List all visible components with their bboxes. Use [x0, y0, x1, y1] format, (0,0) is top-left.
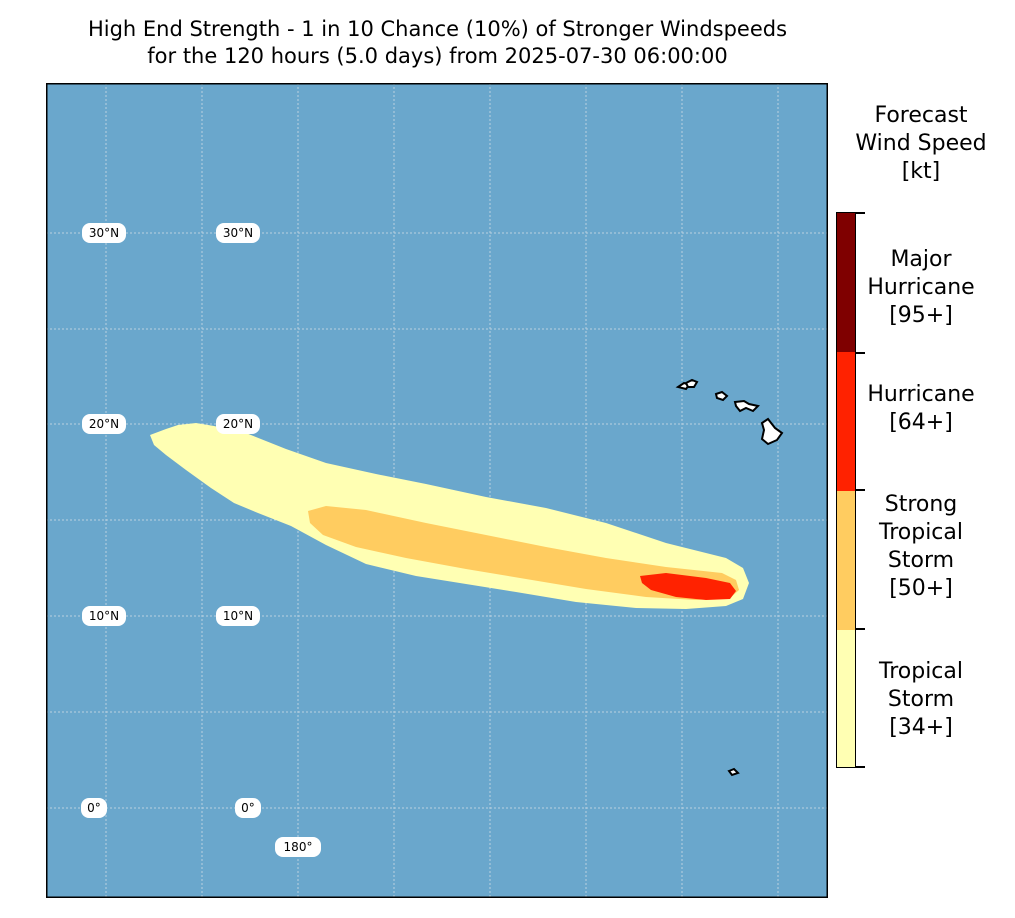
lat-label: 10°N	[89, 609, 119, 623]
colorbar-tick	[856, 628, 865, 630]
colorbar-label-hurricane: Hurricane [64+]	[846, 381, 996, 437]
colorbar-tick	[856, 489, 865, 491]
lat-label: 10°N	[223, 609, 253, 623]
colorbar-label-strong-tropical-storm: Strong Tropical Storm [50+]	[846, 491, 996, 603]
category-line: [95+]	[889, 303, 953, 328]
category-line: Tropical	[879, 520, 963, 545]
category-line: Storm	[887, 687, 955, 712]
colorbar-label-major-hurricane: Major Hurricane [95+]	[846, 246, 996, 330]
category-line: [34+]	[889, 715, 953, 740]
colorbar-title-line: [kt]	[901, 159, 941, 184]
category-line: Hurricane	[867, 275, 975, 300]
colorbar-title-line: Wind Speed	[855, 131, 987, 156]
category-line: Storm	[887, 548, 955, 573]
title-line-1: High End Strength - 1 in 10 Chance (10%)…	[87, 17, 788, 41]
swath-hurricane	[640, 573, 736, 600]
colorbar-label-tropical-storm: Tropical Storm [34+]	[846, 658, 996, 742]
lon-label: 180°	[284, 840, 313, 854]
chart-title: High End Strength - 1 in 10 Chance (10%)…	[0, 16, 875, 70]
island-hawaii	[760, 417, 784, 446]
lat-labels-inner: 30°N 20°N 10°N 0°	[216, 223, 261, 818]
category-line: Hurricane	[867, 382, 975, 407]
island-maui-lanai	[733, 399, 760, 413]
category-line: [64+]	[889, 410, 953, 435]
swath-strong-tropical-storm	[308, 506, 739, 600]
colorbar-segment-strong-tropical-storm	[837, 491, 855, 630]
colorbar-tick	[856, 766, 865, 768]
lat-label: 0°	[87, 801, 101, 815]
lat-label: 0°	[241, 801, 255, 815]
category-line: Strong	[884, 492, 958, 517]
lat-label: 30°N	[223, 226, 253, 240]
map-frame	[46, 83, 828, 898]
lat-label: 20°N	[223, 417, 253, 431]
lat-label: 30°N	[89, 226, 119, 240]
island-small-south	[727, 767, 740, 777]
lat-label: 20°N	[89, 417, 119, 431]
colorbar	[836, 212, 856, 768]
colorbar-title-line: Forecast	[874, 103, 968, 128]
map-panel[interactable]: 30°N 20°N 10°N 0° 30°N 20°N 10°N 0° 180°	[46, 83, 828, 898]
colorbar-tick	[856, 352, 865, 354]
category-line: [50+]	[889, 576, 953, 601]
colorbar-title: Forecast Wind Speed [kt]	[840, 102, 1002, 186]
lat-labels-left: 30°N 20°N 10°N 0°	[81, 223, 126, 818]
colorbar-segment-major-hurricane	[837, 213, 855, 352]
island-molokai	[714, 390, 729, 402]
hawaiian-islands	[675, 378, 784, 777]
colorbar-segment-hurricane	[837, 352, 855, 491]
category-line: Major	[890, 247, 952, 272]
colorbar-segment-tropical-storm	[837, 630, 855, 767]
category-line: Tropical	[879, 659, 963, 684]
lon-labels: 180°	[275, 837, 321, 857]
island-oahu	[684, 378, 699, 388]
colorbar-tick	[856, 212, 865, 214]
title-line-2: for the 120 hours (5.0 days) from 2025-0…	[147, 44, 728, 68]
